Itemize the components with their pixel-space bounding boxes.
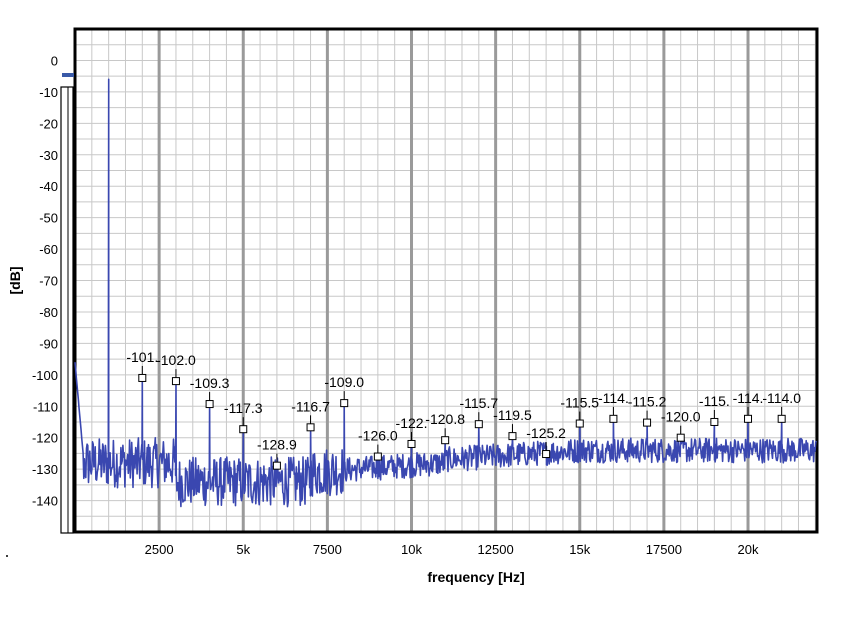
harmonic-label: -114. <box>598 390 629 406</box>
x-axis-title: frequency [Hz] <box>427 569 524 585</box>
harmonic-marker <box>676 433 685 442</box>
harmonic-marker <box>239 425 248 434</box>
harmonic-marker <box>710 417 719 426</box>
harmonic-marker <box>407 439 416 448</box>
harmonic-label: -126.0 <box>358 428 398 444</box>
y-tick-label: -20 <box>39 116 58 131</box>
harmonic-marker <box>777 414 786 423</box>
harmonic-marker <box>474 420 483 429</box>
harmonic-marker <box>643 418 652 427</box>
x-tick-label: 7500 <box>313 542 342 557</box>
harmonic-label: -109.3 <box>190 375 230 391</box>
x-tick-label: 10k <box>401 542 422 557</box>
level-bar-indicator <box>62 73 74 77</box>
harmonic-label: -116.7 <box>291 398 330 414</box>
harmonic-marker <box>508 432 517 441</box>
y-tick-label: -60 <box>39 242 58 257</box>
y-tick-label: -110 <box>33 399 58 414</box>
y-tick-label: -40 <box>39 179 58 194</box>
harmonic-label: -117.3 <box>224 400 263 416</box>
y-tick-label: -30 <box>39 148 58 163</box>
y-tick-label: -50 <box>39 211 58 226</box>
harmonic-marker <box>373 452 382 461</box>
x-tick-label: 5k <box>236 542 250 557</box>
harmonic-label: -115. <box>699 393 730 409</box>
y-tick-label: -90 <box>39 336 58 351</box>
harmonic-marker <box>575 419 584 428</box>
harmonic-label: -119.5 <box>493 407 532 423</box>
harmonic-label: -120.0 <box>661 409 701 425</box>
harmonic-marker <box>744 414 753 423</box>
x-tick-label: 2500 <box>145 542 174 557</box>
stray-dot <box>6 555 8 557</box>
harmonic-label: -109.0 <box>324 374 364 390</box>
harmonic-marker <box>306 423 315 432</box>
plot-frame <box>73 27 819 534</box>
harmonic-marker <box>542 450 551 459</box>
harmonic-label: -128.9 <box>257 437 297 453</box>
harmonic-label: -122. <box>396 415 428 431</box>
level-bar-track <box>60 86 74 534</box>
harmonic-label: -120.8 <box>425 411 465 427</box>
harmonic-marker <box>272 461 281 470</box>
harmonic-label: -115.7 <box>459 395 498 411</box>
harmonic-marker <box>205 400 214 409</box>
x-tick-label: 20k <box>738 542 759 557</box>
level-bar <box>6 73 74 557</box>
harmonic-marker <box>138 373 147 382</box>
harmonic-label: -101. <box>126 349 158 365</box>
x-tick-label: 15k <box>569 542 590 557</box>
harmonic-label: -114. <box>733 390 764 406</box>
harmonic-markers: -101.-102.0 -109.3 -117.3 -128.9 -116.7 -109.… <box>126 349 801 470</box>
harmonic-marker <box>340 399 349 408</box>
harmonic-label: -115.5 <box>560 395 599 411</box>
harmonic-label: -115.2 <box>628 394 667 410</box>
y-tick-label: 0 <box>51 53 58 68</box>
x-tick-label: 12500 <box>478 542 514 557</box>
harmonic-marker <box>171 377 180 386</box>
y-tick-label: -10 <box>39 85 58 100</box>
y-axis-title: [dB] <box>7 267 23 295</box>
y-tick-label: -80 <box>39 305 58 320</box>
y-axis-ticks: 0 -10 -20 -30 -40 -50 -60 -70 -80 -90 -100 -110 -120… <box>32 53 58 508</box>
y-tick-label: -140 <box>32 494 58 509</box>
y-tick-label: -130 <box>32 462 58 477</box>
harmonic-label: -114.0 <box>762 390 801 406</box>
x-tick-label: 17500 <box>646 542 682 557</box>
y-tick-label: -70 <box>39 274 58 289</box>
harmonic-marker <box>441 436 450 445</box>
y-tick-label: -120 <box>32 431 58 446</box>
harmonic-label: -102.0 <box>156 352 196 368</box>
spectrum-series-line <box>74 78 818 508</box>
harmonic-marker <box>609 414 618 423</box>
harmonic-label: -125.2 <box>526 425 566 441</box>
y-tick-label: -100 <box>32 368 58 383</box>
x-axis-ticks: 2500 5k 7500 10k 12500 15k 17500 20k <box>145 542 759 557</box>
